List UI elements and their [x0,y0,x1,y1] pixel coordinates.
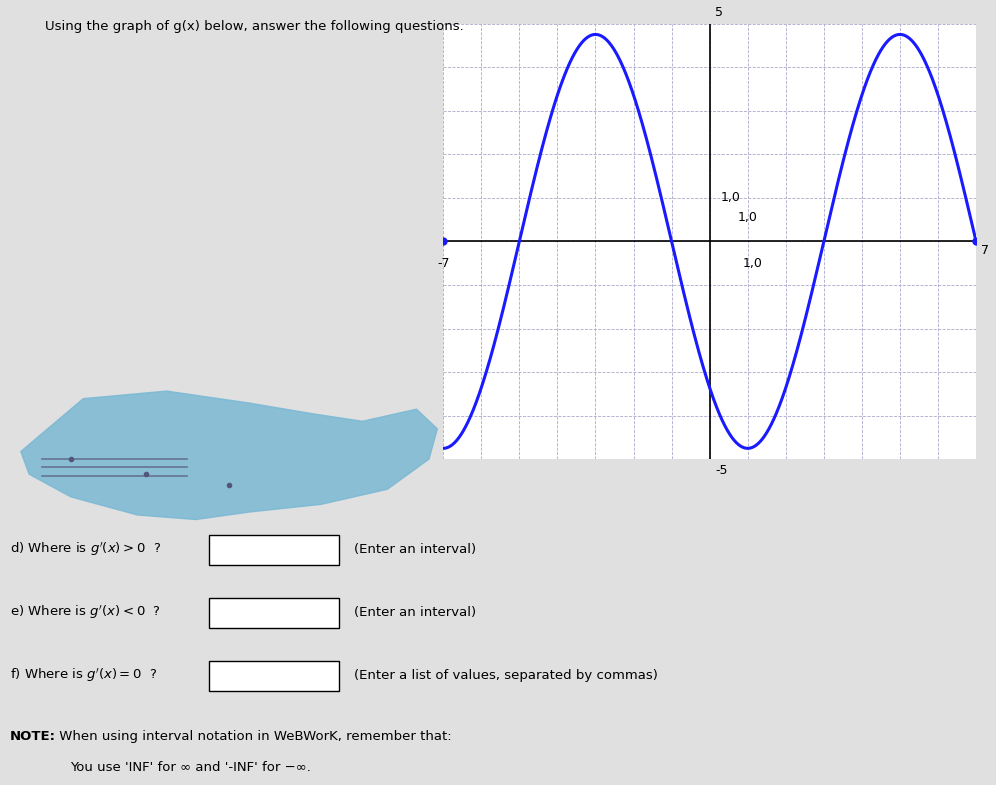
Text: (Enter a list of values, separated by commas): (Enter a list of values, separated by co… [354,669,657,681]
Text: (Enter an interval): (Enter an interval) [354,606,476,619]
Text: e) Where is $g'(x) < 0$  ?: e) Where is $g'(x) < 0$ ? [10,604,161,621]
Text: f) Where is $g'(x) = 0$  ?: f) Where is $g'(x) = 0$ ? [10,666,157,684]
Text: You use 'INF' for ∞ and '-INF' for −∞.: You use 'INF' for ∞ and '-INF' for −∞. [70,761,311,775]
Text: 7: 7 [981,243,989,257]
Text: Using the graph of g(x) below, answer the following questions.: Using the graph of g(x) below, answer th… [45,20,463,33]
Polygon shape [21,391,437,520]
Text: -7: -7 [437,257,449,269]
Text: 5: 5 [715,6,723,19]
Text: 1,0: 1,0 [743,257,763,269]
Text: (Enter an interval): (Enter an interval) [354,543,476,556]
Text: 1,0: 1,0 [720,192,740,204]
Text: 1,0: 1,0 [738,211,758,224]
Text: -5: -5 [715,464,727,476]
Text: When using interval notation in WeBWorK, remember that:: When using interval notation in WeBWorK,… [55,730,451,743]
Text: NOTE:: NOTE: [10,730,56,743]
Text: d) Where is $g'(x) > 0$  ?: d) Where is $g'(x) > 0$ ? [10,541,161,558]
